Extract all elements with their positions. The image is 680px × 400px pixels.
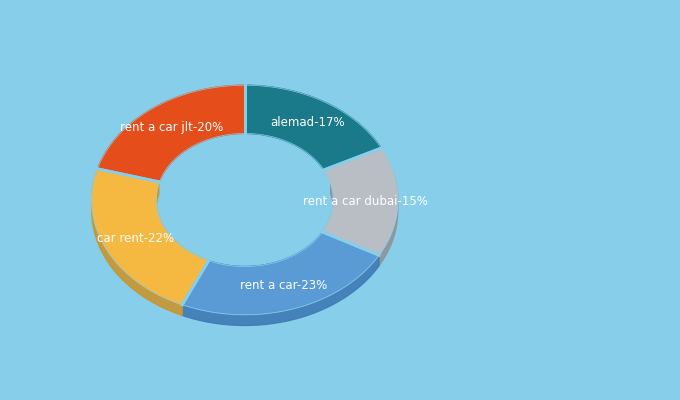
Text: rent a car jlt-20%: rent a car jlt-20% (120, 121, 224, 134)
Polygon shape (182, 255, 379, 326)
Text: rent a car dubai-15%: rent a car dubai-15% (303, 195, 428, 208)
Polygon shape (156, 184, 209, 272)
Polygon shape (322, 183, 333, 243)
Text: rent a car-23%: rent a car-23% (239, 280, 327, 292)
Polygon shape (182, 232, 379, 315)
Polygon shape (209, 232, 322, 277)
Polygon shape (379, 171, 398, 266)
Text: alemad-17%: alemad-17% (271, 116, 345, 129)
Text: car rent-22%: car rent-22% (97, 232, 174, 245)
Polygon shape (322, 148, 398, 255)
Polygon shape (92, 172, 182, 316)
Polygon shape (97, 85, 245, 182)
Polygon shape (92, 169, 209, 305)
Polygon shape (245, 85, 381, 170)
